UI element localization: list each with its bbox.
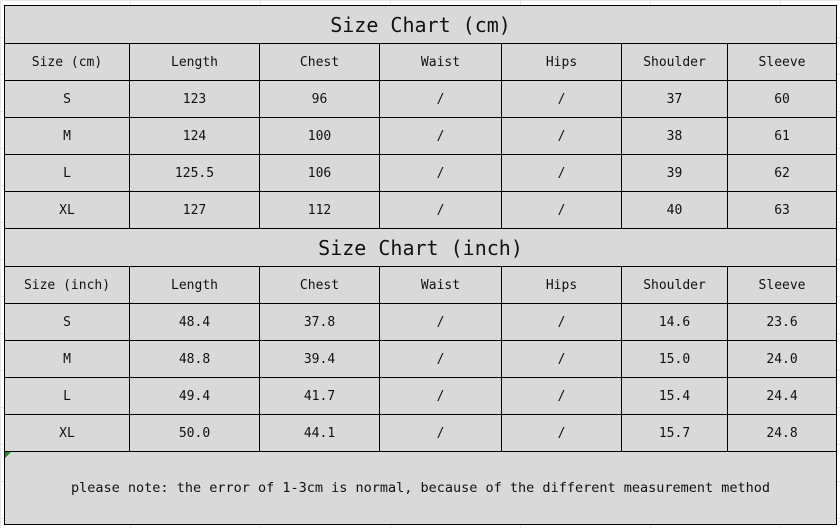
table-row: M 124 100//38 61 (4, 117, 838, 155)
table-cell[interactable]: / (501, 340, 622, 378)
table-cell[interactable]: 48.8 (129, 340, 260, 378)
table-cell[interactable]: M (4, 340, 130, 378)
table-cell[interactable]: 123 (129, 80, 260, 118)
table-cell[interactable]: 39.4 (259, 340, 380, 378)
header-row: Size (cm) Length Chest Waist Hips Shoulder Sle… (4, 43, 838, 81)
table-cell[interactable]: XL (4, 191, 130, 229)
table-cell[interactable]: S (4, 80, 130, 118)
table-cell[interactable]: / (379, 117, 502, 155)
table-cell[interactable]: 61 (726, 117, 838, 155)
table-cell[interactable]: L (4, 154, 130, 192)
header-cell[interactable]: Size (inch) (4, 266, 130, 304)
table-cell[interactable]: / (379, 340, 502, 378)
table-cell[interactable]: 63 (726, 191, 838, 229)
table-cell[interactable]: 62 (726, 154, 838, 192)
table-row: S 123 96//37 60 (4, 80, 838, 118)
table-cell[interactable]: S (4, 303, 130, 341)
table-cell[interactable]: / (379, 154, 502, 192)
table-cell[interactable]: 15.4 (621, 377, 728, 415)
header-cell[interactable]: Sleeve (726, 266, 838, 304)
header-cell[interactable]: Length (129, 43, 260, 81)
table-row: L 125.5 106//39 62 (4, 154, 838, 192)
table-cell[interactable]: M (4, 117, 130, 155)
table-cell[interactable]: 100 (259, 117, 380, 155)
table-cell[interactable]: 39 (621, 154, 728, 192)
table-cell[interactable]: 96 (259, 80, 380, 118)
table-cell[interactable]: 106 (259, 154, 380, 192)
table-row: M 48.8 39.4//15.0 24.0 (4, 340, 838, 378)
header-cell[interactable]: Waist (379, 43, 502, 81)
table-row: XL 50.0 44.1//15.7 24.8 (4, 414, 838, 452)
table-cell[interactable]: 24.8 (726, 414, 838, 452)
table-cell[interactable]: 15.0 (621, 340, 728, 378)
table-cell[interactable]: 50.0 (129, 414, 260, 452)
table-cell[interactable]: / (501, 377, 622, 415)
chart-title-inch[interactable]: Size Chart (inch) (3, 228, 838, 267)
table-row: XL 127 112//40 63 (4, 191, 838, 229)
table-cell[interactable]: / (379, 80, 502, 118)
note-cell[interactable]: please note: the error of 1-3cm is norma… (3, 451, 838, 525)
table-cell[interactable]: / (501, 414, 622, 452)
table-cell[interactable]: 41.7 (259, 377, 380, 415)
comment-indicator-icon (5, 452, 11, 458)
table-cell[interactable]: 15.7 (621, 414, 728, 452)
table-cell[interactable]: 124 (129, 117, 260, 155)
table-cell[interactable]: 125.5 (129, 154, 260, 192)
table-cell[interactable]: 48.4 (129, 303, 260, 341)
table-cell[interactable]: 37 (621, 80, 728, 118)
table-cell[interactable]: 60 (726, 80, 838, 118)
table-cell[interactable]: L (4, 377, 130, 415)
table-cell[interactable]: / (501, 154, 622, 192)
table-cell[interactable]: 14.6 (621, 303, 728, 341)
table-cell[interactable]: 24.0 (726, 340, 838, 378)
table-row: S 48.4 37.8//14.6 23.6 (4, 303, 838, 341)
table-cell[interactable]: XL (4, 414, 130, 452)
header-cell[interactable]: Length (129, 266, 260, 304)
header-cell[interactable]: Chest (259, 266, 380, 304)
table-cell[interactable]: 38 (621, 117, 728, 155)
table-cell[interactable]: / (379, 414, 502, 452)
table-cell[interactable]: / (379, 377, 502, 415)
table-cell[interactable]: / (379, 191, 502, 229)
table-cell[interactable]: 24.4 (726, 377, 838, 415)
header-row: Size (inch) Length Chest Waist Hips Shoulder S… (4, 266, 838, 304)
chart-title-cm[interactable]: Size Chart (cm) (3, 5, 838, 44)
table-cell[interactable]: 37.8 (259, 303, 380, 341)
table-cell[interactable]: / (501, 117, 622, 155)
table-cell[interactable]: / (379, 303, 502, 341)
table-cell[interactable]: / (501, 191, 622, 229)
table-row: L 49.4 41.7//15.4 24.4 (4, 377, 838, 415)
table-cell[interactable]: 49.4 (129, 377, 260, 415)
header-cell[interactable]: Size (cm) (4, 43, 130, 81)
table-cell[interactable]: 112 (259, 191, 380, 229)
header-cell[interactable]: Hips (501, 266, 622, 304)
header-cell[interactable]: Sleeve (726, 43, 838, 81)
table-cell[interactable]: / (501, 80, 622, 118)
header-cell[interactable]: Chest (259, 43, 380, 81)
header-cell[interactable]: Shoulder (621, 266, 728, 304)
size-chart-table: Size Chart (cm) Size (cm) Length Chest Waist… (3, 5, 838, 525)
table-cell[interactable]: 44.1 (259, 414, 380, 452)
table-cell[interactable]: 40 (621, 191, 728, 229)
header-cell[interactable]: Shoulder (621, 43, 728, 81)
header-cell[interactable]: Waist (379, 266, 502, 304)
table-cell[interactable]: / (501, 303, 622, 341)
table-cell[interactable]: 23.6 (726, 303, 838, 341)
table-cell[interactable]: 127 (129, 191, 260, 229)
header-cell[interactable]: Hips (501, 43, 622, 81)
note-text: please note: the error of 1-3cm is norma… (71, 480, 771, 496)
